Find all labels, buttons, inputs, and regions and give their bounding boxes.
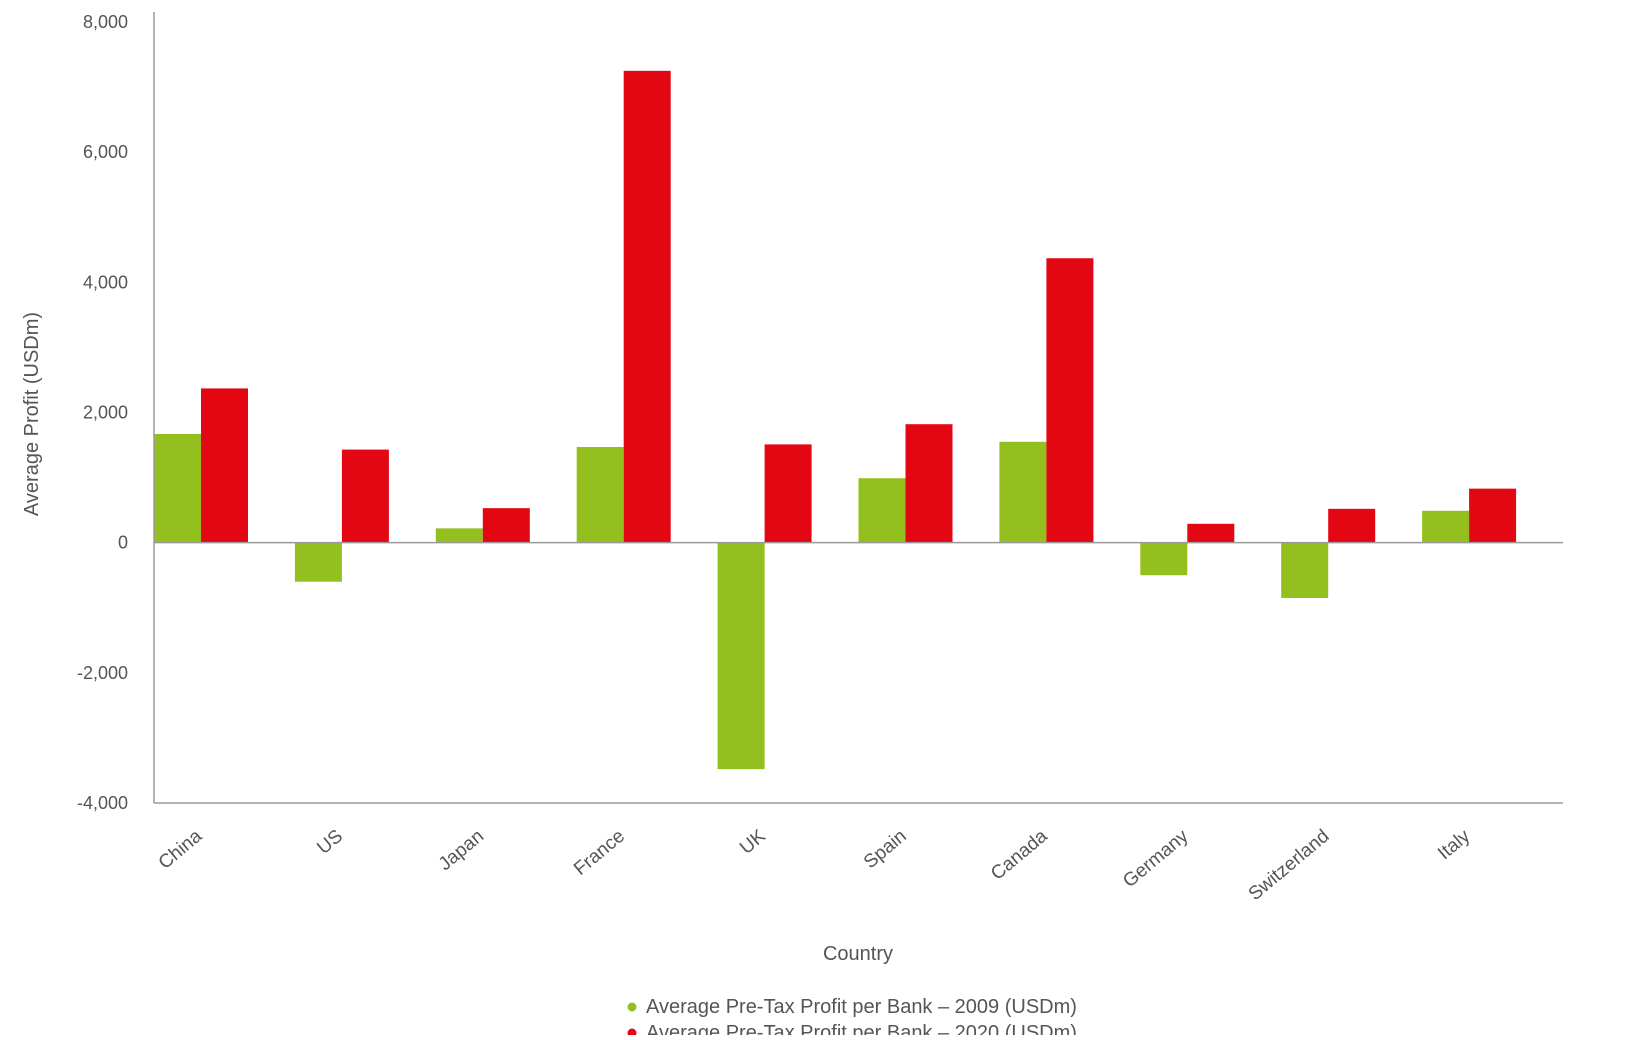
y-tick-label: -4,000: [77, 793, 128, 813]
bar-japan-2020: [482, 508, 530, 543]
bar-france-2009: [576, 446, 624, 543]
legend-label-2020: Average Pre-Tax Profit per Bank – 2020 (…: [646, 1022, 1077, 1035]
legend-marker-2009: [627, 1002, 637, 1012]
legend-label-2009: Average Pre-Tax Profit per Bank – 2009 (…: [646, 996, 1077, 1018]
legend-marker-2020: [627, 1028, 637, 1038]
bar-japan-2009: [435, 528, 483, 543]
legend: Average Pre-Tax Profit per Bank – 2009 (…: [627, 996, 1077, 1040]
x-tick-label-spain: Spain: [860, 826, 911, 873]
y-tick-label: 6,000: [83, 142, 128, 162]
y-tick-label: 2,000: [83, 403, 128, 423]
bar-germany-2009: [1140, 542, 1188, 576]
bar-italy-2009: [1422, 510, 1470, 543]
bar-canada-2009: [999, 441, 1047, 543]
bar-spain-2020: [905, 424, 953, 543]
bar-canada-2020: [1046, 258, 1094, 543]
y-tick-label: 8,000: [83, 12, 128, 32]
bar-spain-2009: [858, 478, 906, 543]
y-axis-title: Average Profit (USDm): [21, 312, 43, 516]
y-tick-label: 0: [118, 533, 128, 553]
x-axis-category-labels: China US Japan France UK Spain Canada Germany Sw…: [155, 825, 1475, 905]
x-tick-label-germany: Germany: [1119, 825, 1193, 892]
y-tick-label: 4,000: [83, 272, 128, 292]
bar-switzerland-2020: [1328, 508, 1376, 543]
x-tick-label-italy: Italy: [1434, 825, 1475, 864]
x-tick-label-canada: Canada: [987, 825, 1052, 884]
bar-china-2009: [154, 433, 201, 543]
bar-italy-2020: [1469, 488, 1517, 543]
x-tick-label-us: US: [313, 826, 347, 859]
y-axis-ticks: -4,000 -2,000 0 2,000 4,000 6,000 8,000: [77, 12, 128, 813]
bar-germany-2020: [1187, 523, 1235, 543]
bar-uk-2020: [764, 444, 812, 543]
bars-group: [154, 70, 1517, 770]
bar-uk-2009: [717, 542, 765, 770]
x-tick-label-uk: UK: [736, 826, 770, 859]
bar-us-2020: [341, 449, 389, 543]
x-tick-label-france: France: [570, 826, 629, 880]
x-axis-title: Country: [823, 943, 893, 965]
x-tick-label-china: China: [155, 825, 207, 873]
x-tick-label-japan: Japan: [435, 826, 488, 875]
x-tick-label-switzerland: Switzerland: [1245, 826, 1334, 905]
bar-china-2020: [201, 388, 248, 543]
bar-france-2020: [623, 70, 671, 543]
y-tick-label: -2,000: [77, 663, 128, 683]
bar-switzerland-2009: [1281, 542, 1329, 598]
bar-us-2009: [294, 542, 342, 582]
